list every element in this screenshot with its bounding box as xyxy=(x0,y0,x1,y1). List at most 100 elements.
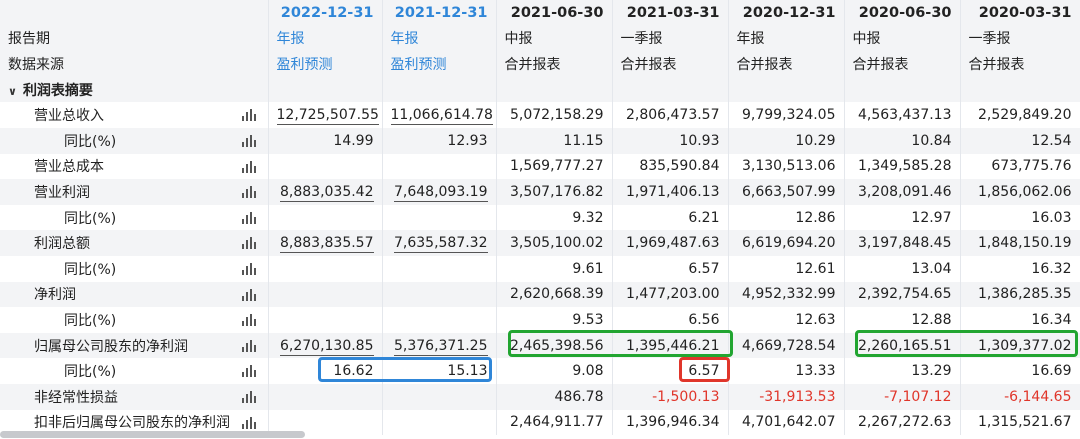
cell-value: 12.54 xyxy=(1031,132,1072,149)
column-date[interactable]: 2020-06-30 xyxy=(844,0,961,26)
column-date[interactable]: 2021-06-30 xyxy=(496,0,613,26)
value-cell xyxy=(268,204,383,231)
section-blank xyxy=(382,76,497,103)
column-date[interactable]: 2021-03-31 xyxy=(612,0,729,26)
bar-chart-icon[interactable] xyxy=(241,160,256,173)
value-cell: 4,563,437.13 xyxy=(844,102,961,128)
value-cell: 13.04 xyxy=(844,255,961,282)
data-source-cell[interactable]: 盈利预测 xyxy=(382,51,497,77)
cell-value: 6,663,507.99 xyxy=(741,183,836,200)
chevron-down-icon[interactable]: ∨ xyxy=(8,84,17,98)
row-label: 数据来源 xyxy=(0,51,269,77)
cell-value: 1,848,150.19 xyxy=(977,235,1072,252)
row-label-text: 同比(%) xyxy=(64,261,117,278)
cell-value: 5,072,158.29 xyxy=(509,107,604,124)
value-cell: 673,775.76 xyxy=(960,153,1080,180)
value-cell xyxy=(268,383,383,410)
cell-value: 10.93 xyxy=(679,132,720,149)
column-date[interactable]: 2022-12-31 xyxy=(268,0,383,26)
cell-value: 10.84 xyxy=(911,132,952,149)
value-cell: 1,969,487.63 xyxy=(612,230,729,256)
cell-value: 14.99 xyxy=(333,132,374,149)
cell-value: 11,066,614.78 xyxy=(390,107,493,126)
value-cell: 6,270,130.85 xyxy=(268,332,383,359)
value-cell: 2,529,849.20 xyxy=(960,102,1080,128)
bar-chart-icon[interactable] xyxy=(241,416,256,429)
cell-value: 2,620,668.39 xyxy=(509,286,604,303)
column-date[interactable]: 2021-12-31 xyxy=(382,0,497,26)
section-blank xyxy=(612,76,729,103)
value-cell: 12.86 xyxy=(728,204,845,231)
value-cell: 9.32 xyxy=(496,204,613,231)
value-cell: 1,396,946.34 xyxy=(612,409,729,436)
value-cell: 2,260,165.51 xyxy=(844,332,961,359)
value-cell: 13.33 xyxy=(728,358,845,384)
value-cell: 4,669,728.54 xyxy=(728,332,845,359)
value-cell: 1,309,377.02 xyxy=(960,332,1080,359)
value-cell: 4,701,642.07 xyxy=(728,409,845,436)
cell-value: 6.56 xyxy=(688,311,720,328)
cell-value: 6.57 xyxy=(688,363,720,380)
cell-value: 4,669,728.54 xyxy=(741,337,836,354)
bar-chart-icon[interactable] xyxy=(241,365,256,378)
header-blank xyxy=(0,0,269,26)
cell-value: 6.21 xyxy=(688,209,720,226)
cell-value: 2,260,165.51 xyxy=(857,337,952,354)
cell-value: 9.61 xyxy=(572,260,604,277)
cell-value: 4,952,332.99 xyxy=(741,286,836,303)
row-label-text: 同比(%) xyxy=(64,133,117,150)
bar-chart-icon[interactable] xyxy=(241,211,256,224)
bar-chart-icon[interactable] xyxy=(241,314,256,327)
cell-value: 16.03 xyxy=(1031,209,1072,226)
value-cell xyxy=(268,255,383,282)
cell-value: 16.34 xyxy=(1031,311,1072,328)
column-date[interactable]: 2020-12-31 xyxy=(728,0,845,26)
section-row[interactable]: ∨ 利润表摘要 xyxy=(0,76,1080,103)
value-cell: 13.29 xyxy=(844,358,961,384)
report-type-cell[interactable]: 年报 xyxy=(268,25,383,52)
cell-value: 12.61 xyxy=(795,260,836,277)
value-cell: 10.29 xyxy=(728,127,845,154)
table-row: 利润总额 8,883,835.57 7,635,587.32 3,505,100.02… xyxy=(0,230,1080,256)
row-label: 营业利润 xyxy=(0,179,269,205)
cell-value: -1,500.13 xyxy=(652,388,720,405)
row-label: 同比(%) xyxy=(0,307,269,333)
value-cell: 16.69 xyxy=(960,358,1080,384)
bar-chart-icon[interactable] xyxy=(241,262,256,275)
value-cell: 6.56 xyxy=(612,307,729,333)
cell-value: 9.08 xyxy=(572,363,604,380)
row-label-text: 营业利润 xyxy=(34,184,90,201)
data-source-cell: 合并报表 xyxy=(612,51,729,77)
bar-chart-icon[interactable] xyxy=(241,237,256,250)
horizontal-scrollbar[interactable] xyxy=(0,431,305,438)
bar-chart-icon[interactable] xyxy=(241,288,256,301)
value-cell: 12.61 xyxy=(728,255,845,282)
cell-value: 1,309,377.02 xyxy=(977,337,1072,354)
report-type-cell[interactable]: 年报 xyxy=(382,25,497,52)
value-cell: 1,395,446.21 xyxy=(612,332,729,359)
cell-value: 2,464,911.77 xyxy=(509,414,604,431)
value-cell: 16.03 xyxy=(960,204,1080,231)
cell-value: 8,883,035.42 xyxy=(279,183,374,202)
section-label[interactable]: ∨ 利润表摘要 xyxy=(0,76,269,103)
cell-value: 16.32 xyxy=(1031,260,1072,277)
bar-chart-icon[interactable] xyxy=(241,109,256,122)
table-row: 同比(%) 9.61 6.57 12.61 13.04 16.32 xyxy=(0,255,1080,282)
cell-value: 1,971,406.13 xyxy=(625,183,720,200)
section-title: 利润表摘要 xyxy=(22,82,93,99)
row-label: 营业总成本 xyxy=(0,153,269,180)
cell-value: 1,349,585.28 xyxy=(857,158,952,175)
value-cell xyxy=(382,204,497,231)
data-source-cell[interactable]: 盈利预测 xyxy=(268,51,383,77)
value-cell: 2,267,272.63 xyxy=(844,409,961,436)
table-row: 营业总收入 12,725,507.55 11,066,614.78 5,072,158… xyxy=(0,102,1080,128)
bar-chart-icon[interactable] xyxy=(241,186,256,199)
cell-value: 1,396,946.34 xyxy=(625,414,720,431)
column-date[interactable]: 2020-03-31 xyxy=(960,0,1080,26)
cell-value: 12.93 xyxy=(447,132,488,149)
cell-value: 1,569,777.27 xyxy=(509,158,604,175)
bar-chart-icon[interactable] xyxy=(241,339,256,352)
bar-chart-icon[interactable] xyxy=(241,134,256,147)
bar-chart-icon[interactable] xyxy=(241,390,256,403)
row-label: 利润总额 xyxy=(0,230,269,256)
